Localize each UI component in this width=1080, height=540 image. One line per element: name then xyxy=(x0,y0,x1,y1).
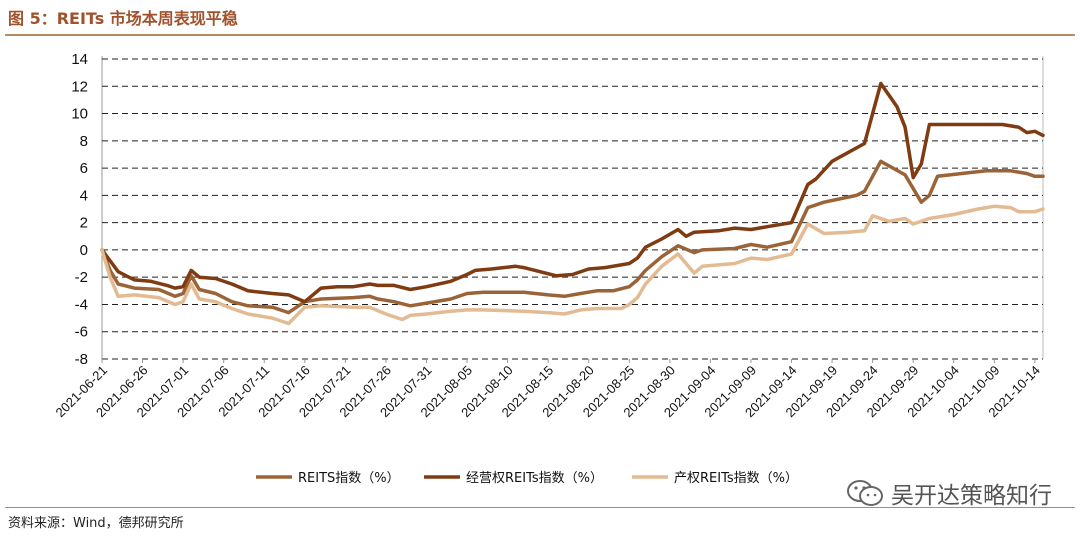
watermark: 吴开达策略知行 xyxy=(845,476,1052,510)
y-tick-label: 12 xyxy=(71,78,88,95)
y-tick-label: 0 xyxy=(80,242,88,259)
y-tick-label: -2 xyxy=(75,269,88,286)
series-lines xyxy=(100,81,1045,326)
y-tick-label: 10 xyxy=(71,106,88,123)
y-tick-label: 4 xyxy=(80,187,88,204)
x-axis: 2021-06-212021-06-262021-07-012021-07-06… xyxy=(52,359,1043,420)
legend: REITS指数（%） 经营权REITs指数（%） 产权REITs指数（%） xyxy=(256,470,798,486)
y-tick-label: 2 xyxy=(80,215,88,232)
footer-divider xyxy=(5,507,1075,508)
line-chart: 14 12 10 8 6 4 2 0 -2 -4 -6 -8 2021-06-212021-06-26… xyxy=(52,51,1045,486)
series-line xyxy=(100,204,1045,326)
gridlines xyxy=(101,56,1044,361)
source-note: 资料来源：Wind，德邦研究所 xyxy=(8,516,184,531)
legend-label: 经营权REITs指数（%） xyxy=(466,470,603,486)
title-divider xyxy=(5,34,1075,36)
y-tick-label: -8 xyxy=(75,351,88,368)
legend-label: REITS指数（%） xyxy=(298,471,400,486)
y-tick-label: 8 xyxy=(80,133,88,150)
chart-title: 图 5：REITs 市场本周表现平稳 xyxy=(8,9,238,28)
y-axis: 14 12 10 8 6 4 2 0 -2 -4 -6 -8 xyxy=(71,51,88,368)
series-line xyxy=(100,159,1045,315)
y-tick-label: 14 xyxy=(71,51,88,68)
series-line xyxy=(100,81,1045,304)
y-tick-label: -4 xyxy=(75,296,88,313)
y-tick-label: 6 xyxy=(80,160,88,177)
legend-label: 产权REITs指数（%） xyxy=(674,470,798,486)
watermark-text: 吴开达策略知行 xyxy=(891,483,1052,509)
y-tick-label: -6 xyxy=(75,324,88,341)
wechat-icon xyxy=(847,480,883,506)
